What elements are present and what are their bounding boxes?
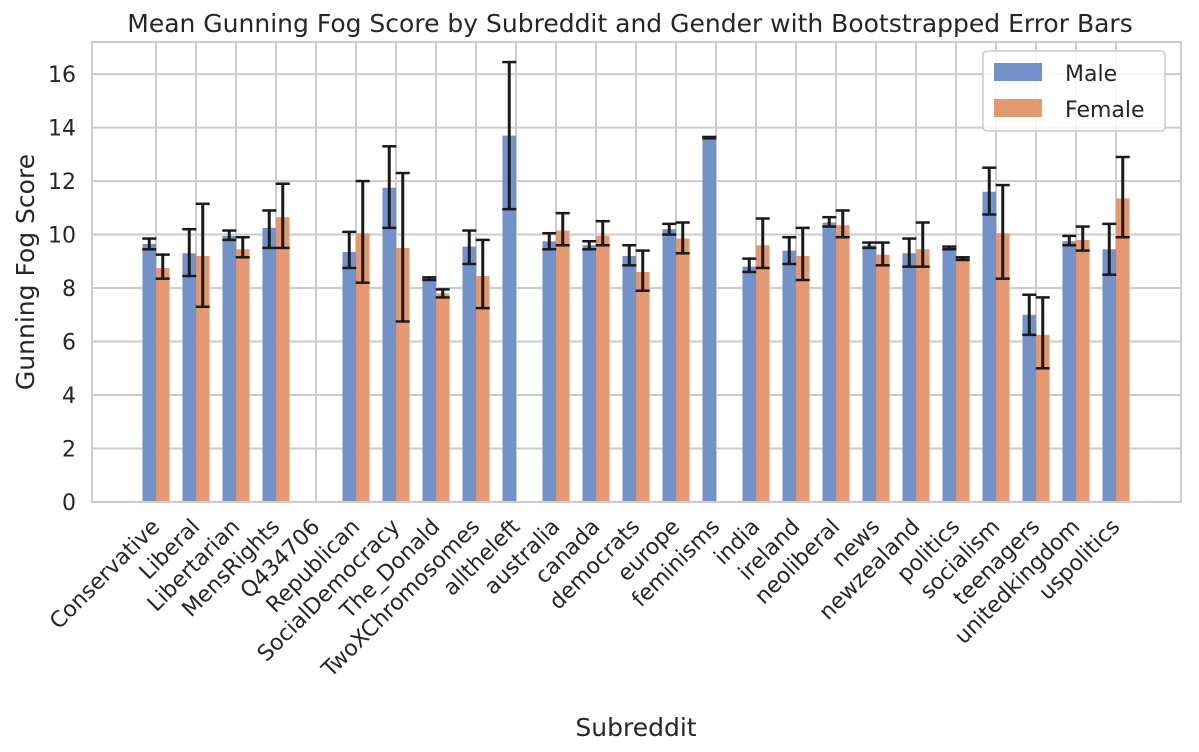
bar-male <box>142 243 156 502</box>
bar-female <box>1116 198 1130 502</box>
y-tick-label: 2 <box>62 438 76 463</box>
legend-label-female: Female <box>1065 98 1145 123</box>
bar-female <box>236 249 250 502</box>
bar-female <box>156 267 170 502</box>
y-tick-label: 0 <box>62 491 76 516</box>
bar-female <box>836 225 850 502</box>
bar-male <box>942 247 956 502</box>
bar-male <box>742 266 756 502</box>
bar-female <box>676 238 690 502</box>
bar-female <box>756 245 770 503</box>
bar-male <box>782 250 796 502</box>
y-tick-label: 8 <box>62 277 76 302</box>
bar-female <box>276 217 290 502</box>
bar-female <box>396 247 410 502</box>
bar-female <box>476 276 490 502</box>
x-axis-label: Subreddit <box>575 713 696 742</box>
bar-male <box>982 191 996 502</box>
y-tick-label: 12 <box>48 170 76 195</box>
bar-male <box>222 235 236 502</box>
plot-frame <box>91 41 1182 503</box>
y-tick-label: 16 <box>48 63 76 88</box>
bar-female <box>196 255 210 502</box>
bar-male <box>902 253 916 502</box>
x-tick-labels: ConservativeLiberalLibertarianMensRights… <box>45 514 1125 683</box>
legend: Male Female <box>982 50 1166 132</box>
bar-female <box>796 255 810 502</box>
bar-female <box>956 258 970 502</box>
bar-male <box>262 227 276 503</box>
y-tick-label: 6 <box>62 331 76 356</box>
bar-male <box>502 135 516 502</box>
bar-female <box>436 293 450 502</box>
bar-male <box>822 222 836 502</box>
legend-swatch-male <box>994 63 1042 81</box>
bar-male <box>582 245 596 503</box>
bar-male <box>462 246 476 502</box>
bar-male <box>862 245 876 503</box>
bar-female <box>1076 239 1090 502</box>
bar-male <box>342 251 356 502</box>
chart-title: Mean Gunning Fog Score by Subreddit and … <box>127 9 1132 38</box>
bar-male <box>422 278 436 502</box>
bar-female <box>356 233 370 502</box>
bar-female <box>996 233 1010 502</box>
error-bars <box>142 60 1130 370</box>
bar-male <box>622 255 636 502</box>
y-tick-label: 4 <box>62 384 76 409</box>
bar-male <box>1022 314 1036 502</box>
bar-male <box>702 138 716 503</box>
y-tick-label: 14 <box>48 117 76 142</box>
bar-female <box>636 272 650 502</box>
bar-male <box>182 253 196 502</box>
bar-female <box>876 254 890 502</box>
bar-male <box>1062 241 1076 502</box>
bar-female <box>556 230 570 502</box>
bar-male <box>382 187 396 503</box>
legend-label-male: Male <box>1065 62 1117 87</box>
bar-male <box>542 241 556 502</box>
y-tick-labels: 0 2 4 6 8 10 12 14 16 <box>48 63 76 516</box>
bar-female <box>1036 334 1050 502</box>
bar-female <box>596 235 610 502</box>
bar-male <box>1102 249 1116 502</box>
legend-swatch-female <box>994 99 1042 117</box>
y-axis-label: Gunning Fog Score <box>11 154 40 390</box>
bar-female <box>916 249 930 502</box>
bars <box>142 135 1130 503</box>
bar-male <box>662 229 676 503</box>
y-tick-label: 10 <box>48 224 76 249</box>
